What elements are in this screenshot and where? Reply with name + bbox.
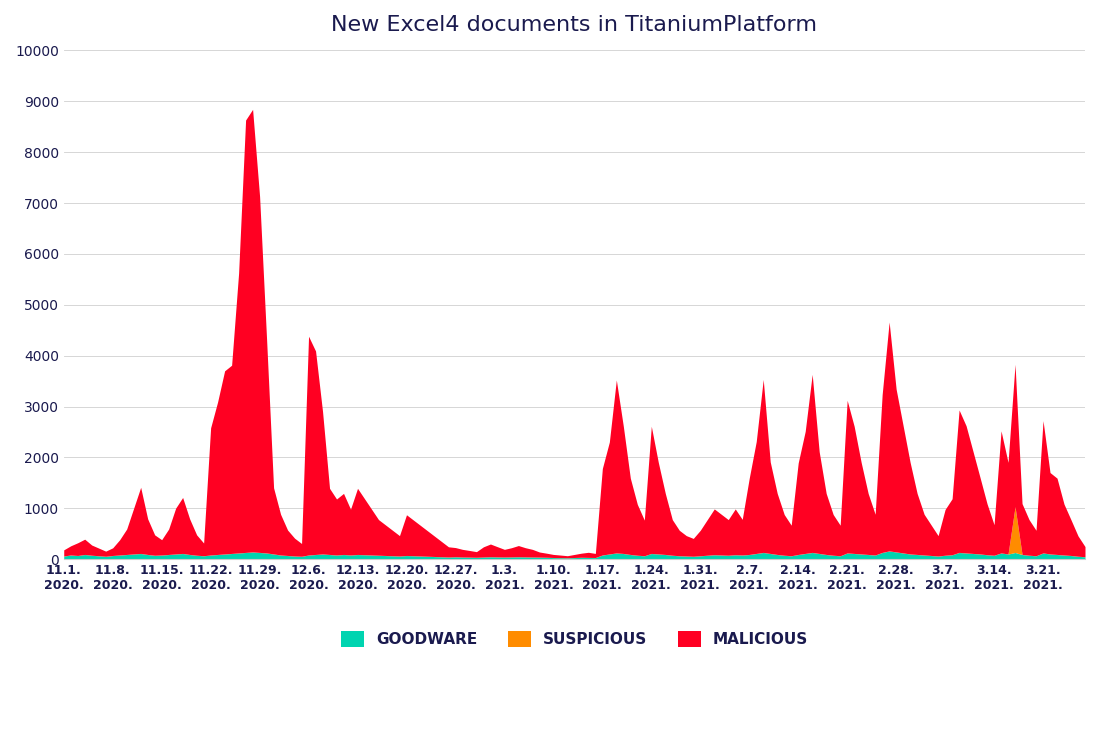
Title: New Excel4 documents in TitaniumPlatform: New Excel4 documents in TitaniumPlatform <box>331 15 817 35</box>
Legend: GOODWARE, SUSPICIOUS, MALICIOUS: GOODWARE, SUSPICIOUS, MALICIOUS <box>334 625 814 653</box>
